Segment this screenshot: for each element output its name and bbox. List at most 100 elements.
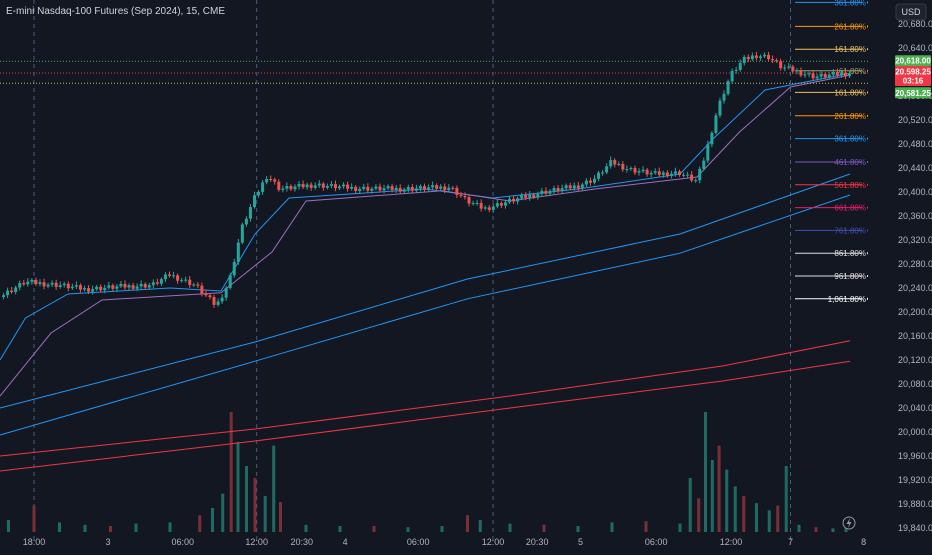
candle-body: [503, 202, 507, 206]
candle-body: [204, 293, 208, 296]
candle-body: [123, 283, 127, 288]
volume-bar: [253, 478, 257, 532]
lightning-icon[interactable]: [842, 516, 856, 530]
symbol-title[interactable]: E-mini Nasdaq-100 Futures (Sep 2024), 15…: [6, 6, 225, 17]
candle-body: [499, 203, 503, 206]
candle-body: [253, 195, 256, 207]
moving-average-line: [0, 74, 851, 397]
fib-level-label: 961.80%: [834, 272, 866, 281]
price-tick-label: 19,880.00: [898, 499, 932, 509]
candle-body: [451, 187, 455, 189]
volume-bar: [710, 460, 714, 532]
price-tick-label: 20,360.00: [898, 211, 932, 221]
volume-bar: [279, 502, 282, 532]
candle-body: [580, 184, 584, 189]
candle-body: [491, 206, 495, 210]
candle-body: [848, 73, 851, 77]
candle-body: [435, 185, 439, 189]
fib-level-label: 861.80%: [834, 249, 866, 258]
candle-body: [819, 73, 823, 77]
moving-average-line: [0, 340, 851, 457]
candle-body: [216, 301, 220, 305]
price-tick-label: 20,080.00: [898, 379, 932, 389]
candle-body: [698, 168, 702, 181]
price-scale[interactable]: 20,680.0020,640.0020,560.0020,520.0020,4…: [898, 19, 932, 533]
candle-body: [309, 184, 313, 188]
price-tick-label: 20,280.00: [898, 259, 932, 269]
volume-bars: [7, 412, 848, 532]
candle-body: [62, 283, 66, 286]
volume-bar: [229, 412, 233, 532]
candle-body: [827, 74, 831, 78]
fibonacci-levels: 361.80% 261.80% 161.80% 61.80% 161.80% 261.80…: [795, 0, 869, 304]
candle-body: [613, 160, 617, 165]
candle-body: [730, 70, 734, 82]
candle-body: [131, 285, 135, 289]
candle-body: [657, 171, 661, 175]
candle-body: [447, 187, 451, 191]
fib-level-label: 261.80%: [834, 112, 866, 121]
candle-body: [746, 56, 750, 60]
time-tick-label: 20:30: [526, 537, 549, 547]
volume-bar: [742, 496, 746, 532]
price-tick-label: 20,400.00: [898, 187, 932, 197]
candle-body: [269, 178, 273, 180]
candle-body: [690, 174, 694, 181]
candle-body: [629, 168, 633, 170]
candle-body: [678, 171, 681, 175]
fib-level-label: 361.80%: [834, 135, 866, 144]
candle-body: [22, 282, 26, 285]
candle-body: [277, 181, 281, 190]
candle-body: [236, 242, 240, 262]
candle-body: [115, 286, 119, 289]
time-tick-label: 4: [343, 537, 348, 547]
candle-body: [463, 196, 467, 198]
candle-body: [151, 282, 155, 286]
candle-body: [382, 188, 386, 191]
time-tick-label: 20:30: [290, 537, 313, 547]
candle-body: [147, 285, 151, 288]
volume-bar: [83, 524, 87, 532]
volume-bar: [733, 486, 737, 532]
price-tick-label: 20,120.00: [898, 355, 932, 365]
moving-average-line: [0, 360, 851, 472]
candle-body: [443, 186, 447, 191]
candle-body: [572, 185, 576, 189]
time-tick-label: 3: [105, 537, 110, 547]
candle-body: [795, 70, 799, 72]
candle-body: [423, 186, 426, 190]
candle-body: [621, 164, 625, 170]
volume-bar: [576, 526, 580, 532]
volume-bar: [542, 524, 546, 532]
candle-body: [107, 285, 111, 288]
candle-body: [354, 186, 358, 192]
volume-bar: [272, 445, 276, 532]
time-axis[interactable]: 18:00 3 06:00 12:00 20:30 4 06:00 12:00 20:30 5 06…: [23, 537, 866, 547]
candle-body: [350, 186, 354, 189]
candle-body: [95, 286, 99, 290]
candle-body: [2, 295, 6, 297]
candle-body: [50, 282, 54, 285]
price-tag: [895, 75, 931, 87]
candle-body: [617, 164, 621, 166]
candle-body: [673, 171, 677, 174]
time-tick-label: 12:00: [482, 537, 505, 547]
price-tick-label: 20,320.00: [898, 235, 932, 245]
volume-bar: [245, 466, 248, 532]
fib-level-label: 761.80%: [834, 226, 866, 235]
candle-body: [390, 186, 394, 190]
candle-body: [754, 55, 758, 58]
candle-body: [742, 56, 746, 64]
candle-body: [718, 100, 722, 116]
currency-button[interactable]: USD: [895, 3, 927, 21]
candle-body: [232, 261, 236, 276]
volume-bar: [168, 522, 172, 532]
candle-body: [289, 185, 293, 190]
candle-body: [159, 279, 163, 284]
candle-body: [787, 66, 791, 68]
candle-body: [775, 60, 779, 62]
candle-body: [811, 73, 815, 79]
candle-body: [58, 285, 62, 287]
